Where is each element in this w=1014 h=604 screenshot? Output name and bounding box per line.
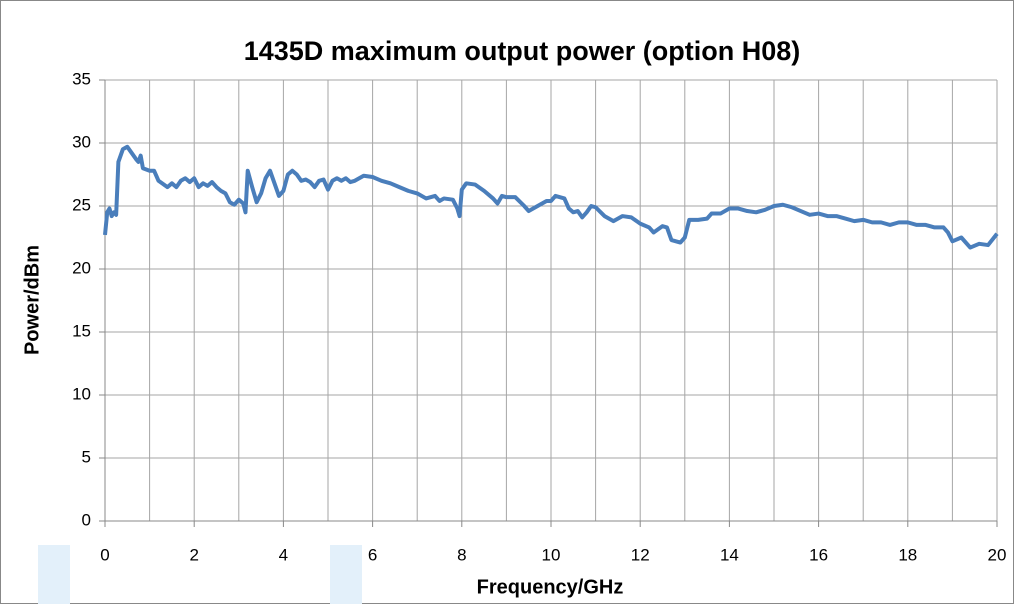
y-tick-label: 25 xyxy=(72,195,91,214)
x-tick-label: 14 xyxy=(720,545,739,564)
x-axis-label: Frequency/GHz xyxy=(477,576,624,598)
y-tick-label: 15 xyxy=(72,321,91,340)
data-line xyxy=(103,144,999,250)
y-tick-label: 30 xyxy=(72,132,91,151)
y-tick-label: 10 xyxy=(72,384,91,403)
y-tick-label: 5 xyxy=(82,447,91,466)
y-tick-label: 20 xyxy=(72,258,91,277)
chart-title: 1435D maximum output power (option H08) xyxy=(244,36,801,66)
y-tick-label: 0 xyxy=(82,510,91,529)
x-tick-label: 20 xyxy=(988,545,1007,564)
x-tick-label: 12 xyxy=(631,545,650,564)
x-tick-label: 2 xyxy=(189,545,198,564)
x-tick-label: 16 xyxy=(809,545,828,564)
x-tick-label: 0 xyxy=(100,545,109,564)
decor-block xyxy=(330,545,362,604)
x-tick-label: 10 xyxy=(542,545,561,564)
x-tick-label: 8 xyxy=(457,545,466,564)
decor-block xyxy=(38,545,70,604)
x-tick-label: 18 xyxy=(898,545,917,564)
y-tick-label: 35 xyxy=(72,69,91,88)
x-tick-label: 6 xyxy=(368,545,377,564)
x-tick-label: 4 xyxy=(279,545,288,564)
y-axis-label: Power/dBm xyxy=(21,245,43,355)
